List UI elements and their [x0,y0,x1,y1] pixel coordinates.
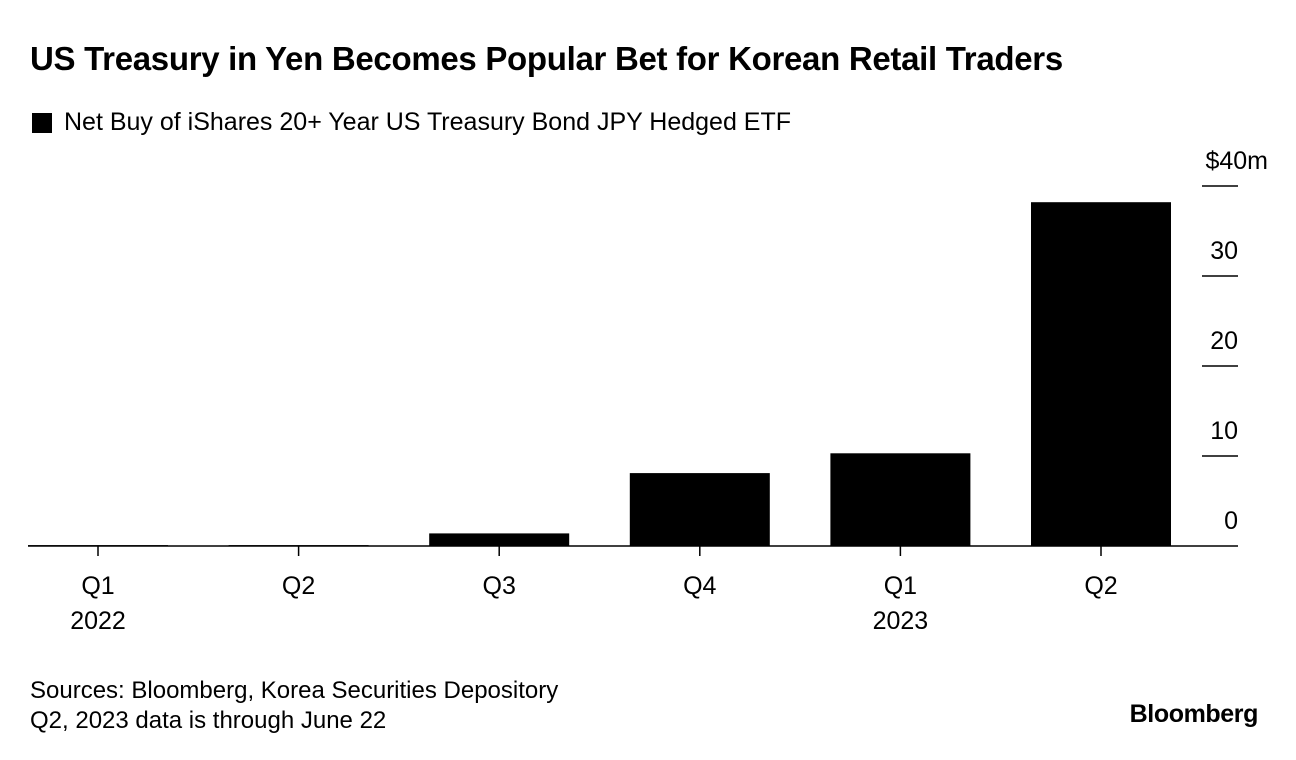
bar [429,533,570,546]
chart-title: US Treasury in Yen Becomes Popular Bet f… [30,40,1063,77]
x-tick-label: Q2 [282,572,315,600]
legend: Net Buy of iShares 20+ Year US Treasury … [32,108,791,137]
chart-footer: Sources: Bloomberg, Korea Securities Dep… [30,676,558,736]
x-tick-label: Q3 [483,572,516,600]
x-tick-label: Q2 [1084,572,1117,600]
x-tick-label: Q1 [884,572,917,600]
bar [1031,202,1171,546]
legend-swatch [32,112,52,133]
legend-label: Net Buy of iShares 20+ Year US Treasury … [64,108,792,136]
bar [629,473,770,546]
x-tick-label: Q4 [683,572,716,600]
y-tick-label: 0 [1224,507,1238,535]
x-tick-label: Q1 [81,572,114,600]
bar [830,453,971,546]
y-tick-label: $40m [1205,147,1268,175]
y-tick-label: 10 [1210,417,1238,445]
data-note: Q2, 2023 data is through June 22 [30,707,387,734]
x-year-label: 2023 [873,607,929,635]
x-year-label: 2022 [70,607,126,635]
y-tick-label: 30 [1210,237,1238,265]
sources-note: Sources: Bloomberg, Korea Securities Dep… [30,677,559,704]
bloomberg-logo: Bloomberg [1129,700,1259,728]
y-tick-label: 20 [1210,327,1238,355]
